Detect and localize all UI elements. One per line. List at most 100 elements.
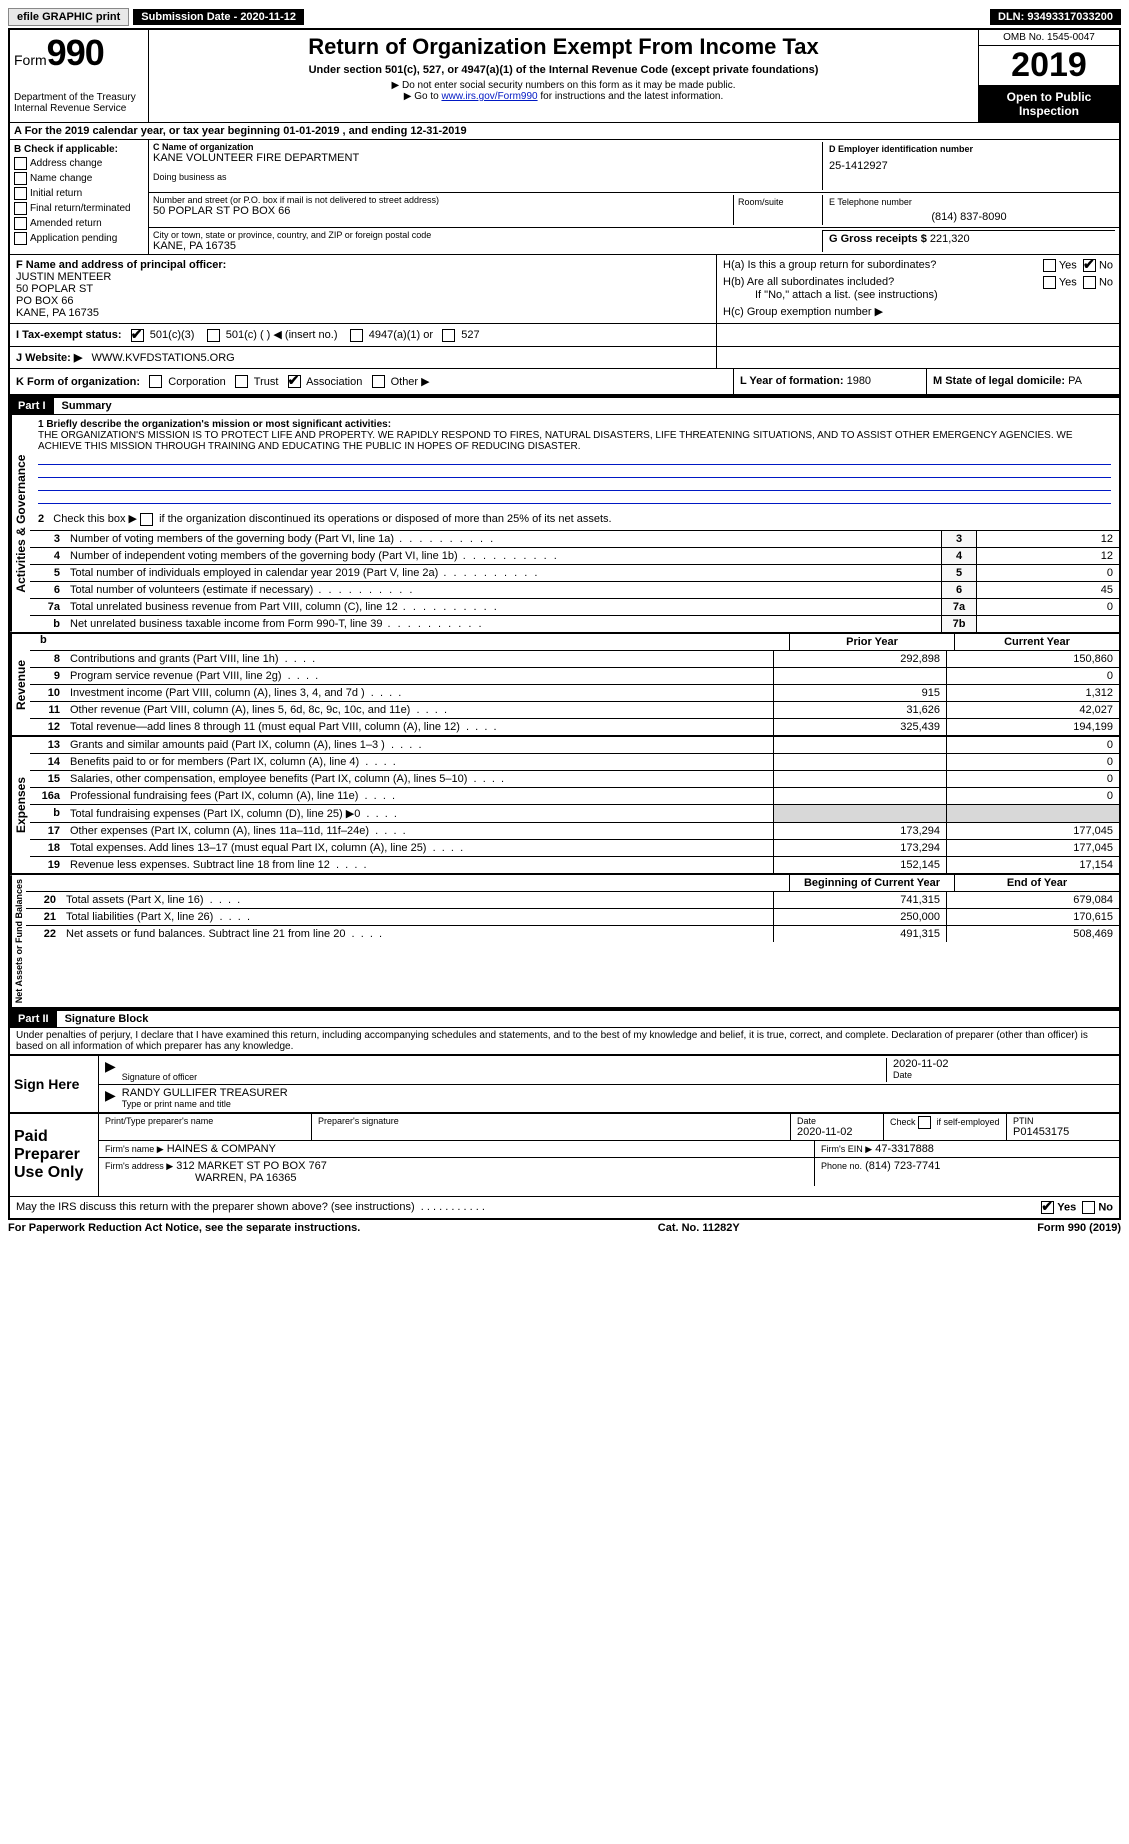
data-row: 15Salaries, other compensation, employee… [30, 770, 1119, 787]
q2: 2 Check this box ▶ if the organization d… [30, 508, 1119, 530]
initial-return-checkbox[interactable] [14, 187, 27, 200]
declaration: Under penalties of perjury, I declare th… [10, 1028, 1119, 1054]
k-o2: Trust [254, 376, 279, 388]
data-row: 14Benefits paid to or for members (Part … [30, 753, 1119, 770]
dln-label: DLN: 93493317033200 [990, 9, 1121, 25]
dba-label: Doing business as [153, 172, 822, 182]
rev-label: Revenue [10, 634, 30, 735]
d-box: D Employer identification number 25-1412… [822, 142, 1115, 190]
hb-label: H(b) Are all subordinates included? [723, 276, 894, 289]
i-o3: 4947(a)(1) or [369, 329, 433, 341]
no-label-2: No [1099, 276, 1113, 288]
i-o4: 527 [461, 329, 479, 341]
footer-left: For Paperwork Reduction Act Notice, see … [8, 1222, 360, 1234]
part2-header: Part II Signature Block [10, 1009, 1119, 1028]
begin-year-hdr: Beginning of Current Year [789, 875, 954, 891]
part1-header: Part I Summary [10, 396, 1119, 415]
firm-ein: 47-3317888 [875, 1143, 934, 1155]
discuss-no: No [1098, 1201, 1113, 1213]
ha-no-checkbox[interactable] [1083, 259, 1096, 272]
activities-governance: Activities & Governance 1 Briefly descri… [10, 415, 1119, 634]
date-label: Date [893, 1070, 1113, 1080]
hb-yes-checkbox[interactable] [1043, 276, 1056, 289]
501c-checkbox[interactable] [207, 329, 220, 342]
ein-value: 25-1412927 [829, 154, 1109, 178]
k-o4: Other ▶ [391, 376, 430, 388]
data-row: bTotal fundraising expenses (Part IX, co… [30, 804, 1119, 822]
ag-row: 4Number of independent voting members of… [30, 547, 1119, 564]
section-a: A For the 2019 calendar year, or tax yea… [10, 123, 1119, 140]
trust-checkbox[interactable] [235, 375, 248, 388]
discuss-no-checkbox[interactable] [1082, 1201, 1095, 1214]
application-pending-checkbox[interactable] [14, 232, 27, 245]
header-center: Return of Organization Exempt From Incom… [149, 30, 978, 122]
final-return-checkbox[interactable] [14, 202, 27, 215]
page-footer: For Paperwork Reduction Act Notice, see … [8, 1220, 1121, 1234]
discuss-yes-checkbox[interactable] [1041, 1201, 1054, 1214]
assoc-checkbox[interactable] [288, 375, 301, 388]
q2-checkbox[interactable] [140, 513, 153, 526]
dept-label: Department of the Treasury Internal Reve… [14, 92, 144, 114]
527-checkbox[interactable] [442, 329, 455, 342]
sign-here-block: Sign Here ▶ Signature of officer 2020-11… [10, 1054, 1119, 1112]
arrow-icon-2: ▶ [105, 1087, 116, 1109]
part2-hdr: Part II [10, 1011, 57, 1027]
yes-label: Yes [1059, 259, 1077, 271]
g-box: G Gross receipts $ 221,320 [822, 230, 1115, 252]
form-subtitle: Under section 501(c), 527, or 4947(a)(1)… [153, 64, 974, 76]
h-box: H(a) Is this a group return for subordin… [716, 255, 1119, 323]
i-label: I Tax-exempt status: [16, 329, 122, 341]
officer-addr1: 50 POPLAR ST [16, 283, 710, 295]
netassets-section: Net Assets or Fund Balances Beginning of… [10, 875, 1119, 1009]
address-change-checkbox[interactable] [14, 157, 27, 170]
f-box: F Name and address of principal officer:… [10, 255, 716, 323]
ag-row: 6Total number of volunteers (estimate if… [30, 581, 1119, 598]
j-spacer [716, 347, 1119, 368]
data-row: 9Program service revenue (Part VIII, lin… [30, 667, 1119, 684]
section-b: B Check if applicable: Address change Na… [10, 140, 149, 254]
data-row: 19Revenue less expenses. Subtract line 1… [30, 856, 1119, 873]
ha-yes-checkbox[interactable] [1043, 259, 1056, 272]
firm-name-label: Firm's name ▶ [105, 1144, 164, 1154]
ag-row: 3Number of voting members of the governi… [30, 530, 1119, 547]
hb-no-checkbox[interactable] [1083, 276, 1096, 289]
rev-hdr-spacer: b [30, 634, 789, 650]
discuss-yes: Yes [1057, 1201, 1076, 1213]
b-header: B Check if applicable: [14, 144, 144, 155]
current-year-hdr: Current Year [954, 634, 1119, 650]
gross-receipts: 221,320 [930, 233, 970, 245]
mission-box: 1 Briefly describe the organization's mi… [30, 415, 1119, 508]
k-o3: Association [306, 376, 362, 388]
self-employed-checkbox[interactable] [918, 1116, 931, 1129]
501c3-checkbox[interactable] [131, 329, 144, 342]
c-area: C Name of organization KANE VOLUNTEER FI… [149, 140, 1119, 254]
b-item-3: Final return/terminated [30, 203, 131, 214]
c-name-label: C Name of organization [153, 142, 822, 152]
sign-here-label: Sign Here [10, 1056, 99, 1112]
firm-addr: 312 MARKET ST PO BOX 767 [176, 1160, 327, 1172]
data-row: 17Other expenses (Part IX, column (A), l… [30, 822, 1119, 839]
corp-checkbox[interactable] [149, 375, 162, 388]
na-label: Net Assets or Fund Balances [10, 875, 26, 1007]
officer-name-title: RANDY GULLIFER TREASURER [122, 1087, 1113, 1099]
amended-return-checkbox[interactable] [14, 217, 27, 230]
l-label: L Year of formation: [740, 375, 844, 387]
other-checkbox[interactable] [372, 375, 385, 388]
note-link: ▶ Go to www.irs.gov/Form990 for instruct… [153, 91, 974, 102]
4947-checkbox[interactable] [350, 329, 363, 342]
h-spacer [716, 324, 1119, 346]
irs-link[interactable]: www.irs.gov/Form990 [441, 91, 537, 102]
firm-name: HAINES & COMPANY [167, 1143, 276, 1155]
e-box: E Telephone number (814) 837-8090 [822, 195, 1115, 225]
paid-preparer-block: Paid Preparer Use Only Print/Type prepar… [10, 1112, 1119, 1196]
data-row: 12Total revenue—add lines 8 through 11 (… [30, 718, 1119, 735]
b-item-4: Amended return [30, 218, 102, 229]
efile-button[interactable]: efile GRAPHIC print [8, 8, 129, 26]
m-label: M State of legal domicile: [933, 375, 1065, 387]
part1-hdr: Part I [10, 398, 54, 414]
data-row: 11Other revenue (Part VIII, column (A), … [30, 701, 1119, 718]
note2-post: for instructions and the latest informat… [538, 91, 724, 102]
data-row: 13Grants and similar amounts paid (Part … [30, 737, 1119, 753]
name-change-checkbox[interactable] [14, 172, 27, 185]
g-label: G Gross receipts $ [829, 233, 927, 245]
